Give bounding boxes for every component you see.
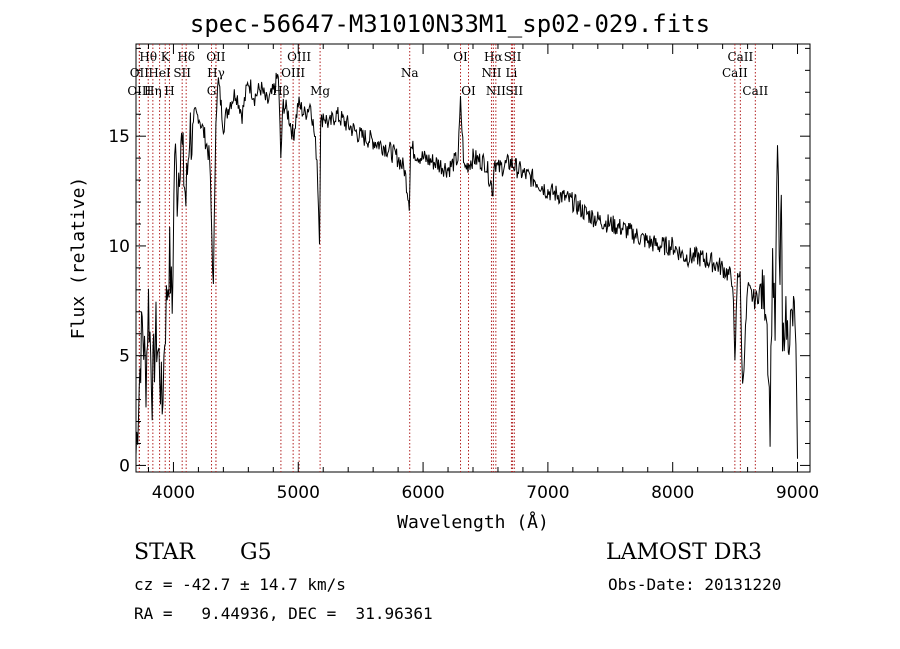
y-tick-label: 10 xyxy=(108,237,130,257)
line-marker-label: Mg xyxy=(310,84,330,98)
line-marker-label: SII xyxy=(173,66,191,80)
line-marker-label: Hγ xyxy=(207,66,225,80)
x-tick-label: 9000 xyxy=(776,483,819,503)
line-marker-label: OII xyxy=(206,50,226,64)
line-marker-label: OIII xyxy=(127,84,151,98)
line-marker-label: NII xyxy=(481,66,501,80)
line-marker-label: NII xyxy=(486,84,506,98)
x-tick-label: 7000 xyxy=(526,483,569,503)
y-axis-label: Flux (relative) xyxy=(68,177,89,340)
line-marker-label: CaII xyxy=(727,50,753,64)
observation-date: Obs-Date: 20131220 xyxy=(608,575,782,594)
line-marker-label: HeI xyxy=(148,66,171,80)
line-marker-label: SII xyxy=(504,50,522,64)
line-marker-label: OIII xyxy=(281,66,305,80)
line-marker-label: OI xyxy=(453,50,468,64)
line-marker-label: Li xyxy=(506,66,518,80)
y-tick-label: 5 xyxy=(119,347,130,367)
line-marker-label: SII xyxy=(505,84,523,98)
x-tick-label: 6000 xyxy=(401,483,444,503)
spectrum-series-line xyxy=(135,72,798,459)
ra-dec-coordinates: RA = 9.44936, DEC = 31.96361 xyxy=(134,604,433,623)
line-marker-label: CaII xyxy=(742,84,768,98)
line-marker-label: Na xyxy=(401,66,419,80)
line-marker-label: CaII xyxy=(722,66,748,80)
line-marker-label: Hδ xyxy=(177,50,195,64)
redshift-velocity: cz = -42.7 ± 14.7 km/s xyxy=(134,575,346,594)
x-tick-label: 5000 xyxy=(277,483,320,503)
x-axis-label: Wavelength (Å) xyxy=(397,511,549,533)
chart-title: spec-56647-M31010N33M1_sp02-029.fits xyxy=(189,10,711,38)
survey-label: LAMOST DR3 xyxy=(606,540,762,565)
plot-frame xyxy=(135,43,811,473)
line-marker-label: OI xyxy=(461,84,476,98)
x-tick-label: 8000 xyxy=(651,483,694,503)
line-marker-label: Hα xyxy=(484,50,503,64)
line-marker-label: G xyxy=(207,84,217,98)
y-tick-label: 0 xyxy=(119,456,130,476)
x-tick-label: 4000 xyxy=(152,483,195,503)
line-marker-label: OIII xyxy=(287,50,311,64)
y-tick-label: 15 xyxy=(108,127,130,147)
object-class: STAR xyxy=(134,540,195,565)
line-marker-label: Hη xyxy=(144,84,162,98)
line-marker-label: Hθ xyxy=(139,50,157,64)
object-subclass: G5 xyxy=(240,540,272,565)
line-marker-label: K xyxy=(161,50,171,64)
line-marker-label: Hβ xyxy=(272,84,289,98)
line-marker-label: H xyxy=(164,84,174,98)
